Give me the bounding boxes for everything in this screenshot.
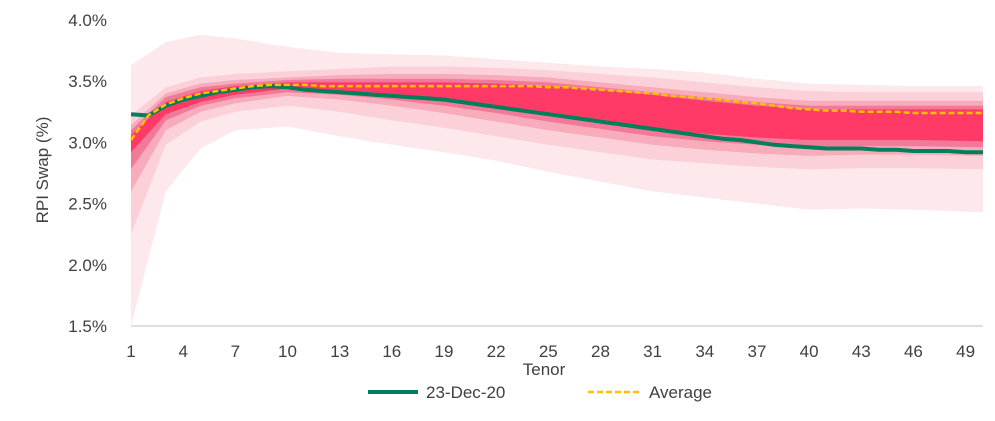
y-tick-label: 4.0% bbox=[68, 11, 107, 30]
y-tick-label: 1.5% bbox=[68, 317, 107, 336]
x-tick-label: 16 bbox=[382, 342, 401, 361]
historical-range-bands bbox=[131, 34, 983, 326]
x-tick-label: 37 bbox=[748, 342, 767, 361]
y-tick-label: 3.5% bbox=[68, 72, 107, 91]
x-tick-label: 7 bbox=[231, 342, 240, 361]
x-tick-label: 28 bbox=[591, 342, 610, 361]
x-tick-label: 25 bbox=[539, 342, 558, 361]
band-inner bbox=[131, 82, 983, 153]
series-line-average bbox=[129, 83, 983, 141]
legend: 23-Dec-20 Average bbox=[368, 383, 712, 402]
x-axis-ticks: 1 4 7 10 13 16 19 22 25 28 31 34 37 40 43 46 49 bbox=[126, 342, 975, 361]
x-tick-label: 43 bbox=[852, 342, 871, 361]
series-lines bbox=[129, 83, 983, 155]
y-axis-title: RPI Swap (%) bbox=[33, 117, 52, 224]
x-tick-label: 22 bbox=[487, 342, 506, 361]
x-tick-label: 40 bbox=[800, 342, 819, 361]
y-tick-label: 3.0% bbox=[68, 133, 107, 152]
y-tick-label: 2.5% bbox=[68, 195, 107, 214]
x-tick-label: 1 bbox=[126, 342, 135, 361]
x-tick-label: 10 bbox=[278, 342, 297, 361]
x-tick-label: 49 bbox=[956, 342, 975, 361]
x-tick-label: 31 bbox=[643, 342, 662, 361]
x-tick-label: 19 bbox=[435, 342, 454, 361]
legend-label-current: 23-Dec-20 bbox=[426, 383, 505, 402]
x-axis-title: Tenor bbox=[523, 360, 566, 379]
legend-label-average: Average bbox=[649, 383, 712, 402]
series-line-current bbox=[130, 84, 983, 155]
x-tick-label: 13 bbox=[330, 342, 349, 361]
y-tick-label: 2.0% bbox=[68, 256, 107, 275]
x-tick-label: 46 bbox=[904, 342, 923, 361]
x-tick-label: 34 bbox=[695, 342, 714, 361]
x-tick-label: 4 bbox=[178, 342, 187, 361]
y-axis-ticks: 1.5% 2.0% 2.5% 3.0% 3.5% 4.0% bbox=[68, 11, 107, 336]
